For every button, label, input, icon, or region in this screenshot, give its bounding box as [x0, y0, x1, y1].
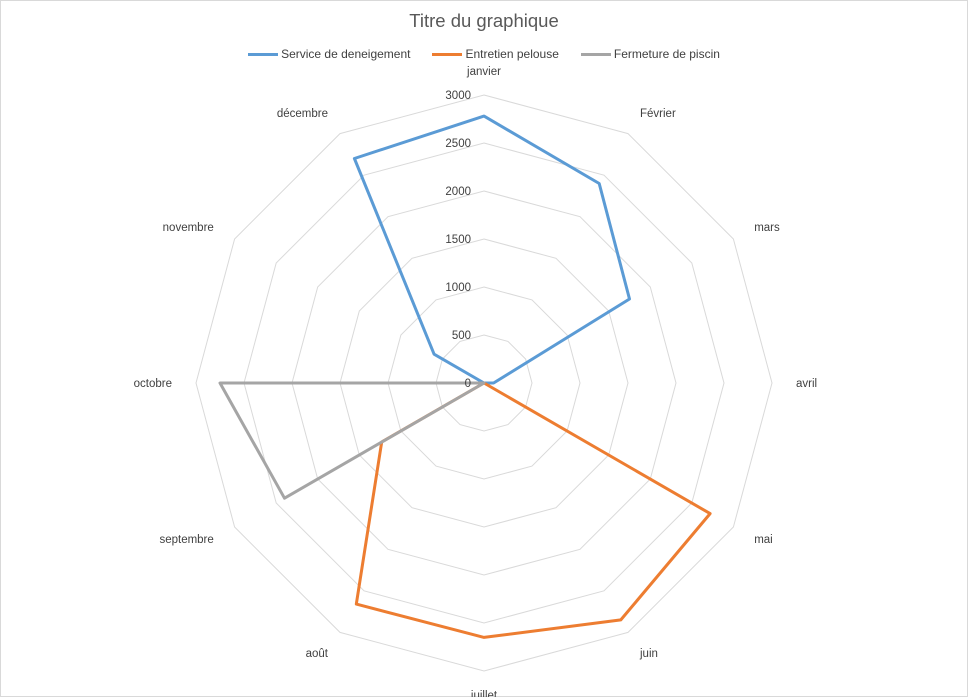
radial-tick-label: 2500 [445, 138, 471, 150]
chart-title: Titre du graphique [409, 10, 559, 31]
category-label: octobre [134, 378, 172, 390]
legend-swatch-1 [432, 52, 463, 56]
category-label: septembre [159, 534, 213, 546]
category-label: avril [796, 378, 817, 390]
radial-tick-label: 2000 [445, 186, 471, 198]
legend-item-2[interactable]: Fermeture de piscin [580, 47, 720, 61]
grid-ring [387, 286, 581, 480]
grid-ring [243, 142, 725, 624]
radial-tick-label: 0 [465, 378, 471, 390]
legend-label-0: Service de deneigement [281, 47, 411, 61]
chart-legend: Service de deneigement Entretien pelouse… [1, 47, 967, 61]
category-label: août [306, 648, 329, 660]
grid-ring [291, 190, 677, 576]
series-line-0 [352, 114, 631, 385]
radial-tick-label: 3000 [445, 90, 471, 102]
category-label: décembre [277, 108, 328, 120]
legend-label-2: Fermeture de piscin [613, 47, 720, 61]
category-label: juin [639, 648, 658, 660]
legend-item-0[interactable]: Service de deneigement [248, 47, 410, 61]
legend-item-1[interactable]: Entretien pelouse [432, 47, 559, 61]
category-label: mai [754, 534, 773, 546]
legend-swatch-2 [580, 52, 611, 56]
grid-ring [195, 94, 773, 672]
category-label: Février [640, 108, 676, 120]
category-label: janvier [466, 66, 501, 78]
legend-label-1: Entretien pelouse [465, 47, 559, 61]
category-label: juillet [470, 690, 498, 697]
legend-swatch-0 [248, 52, 279, 56]
radial-tick-label: 1000 [445, 282, 471, 294]
category-label: mars [754, 222, 780, 234]
radial-tick-label: 1500 [445, 234, 471, 246]
series-line-1 [354, 381, 712, 639]
category-label: novembre [163, 222, 214, 234]
series-line-2 [218, 381, 486, 500]
radial-tick-label: 500 [452, 330, 471, 342]
